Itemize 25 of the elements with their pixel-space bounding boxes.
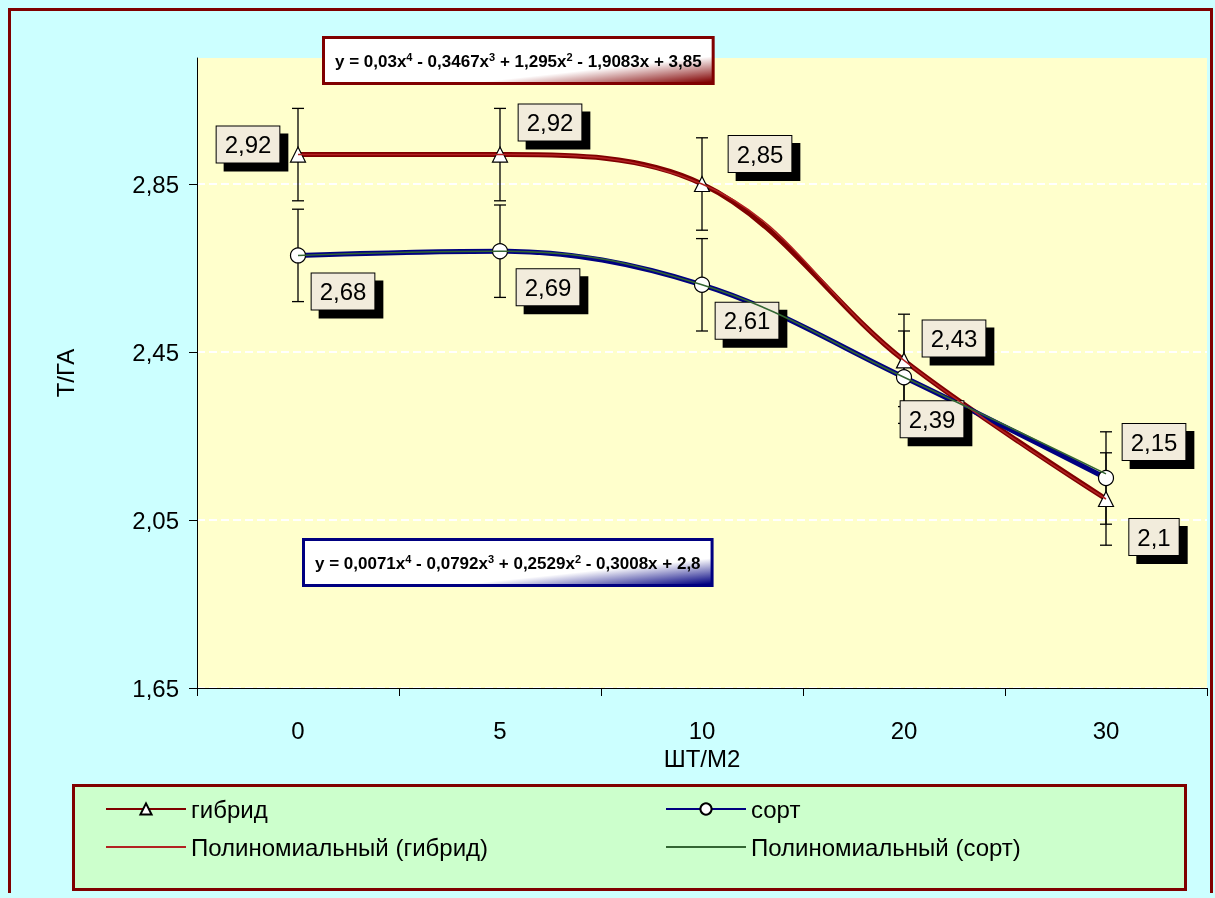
y-tick-label: 2,45 <box>132 338 179 366</box>
data-label: 2,92 <box>526 109 574 137</box>
x-tick-label: 10 <box>688 716 716 744</box>
y-tick-label: 1,65 <box>132 674 179 702</box>
y-axis-title: Т/ГА <box>51 348 79 398</box>
legend-label: гибрид <box>191 795 268 823</box>
x-tick-label: 0 <box>291 716 305 744</box>
x-axis-title: ШТ/М2 <box>663 745 741 773</box>
x-tick-label: 5 <box>493 716 507 744</box>
legend-label: Полиномиальный (гибрид) <box>191 833 489 861</box>
x-tick-label: 20 <box>890 716 918 744</box>
legend-label: сорт <box>751 795 801 823</box>
data-label: 2,85 <box>736 140 784 168</box>
data-label: 2,61 <box>723 307 771 335</box>
y-tick-label: 2,85 <box>132 170 179 198</box>
x-tick-label: 30 <box>1092 716 1120 744</box>
data-label: 2,92 <box>224 131 272 159</box>
legend-label: Полиномиальный (сорт) <box>751 833 1021 861</box>
data-label: 2,39 <box>908 405 956 433</box>
data-label: 2,15 <box>1130 428 1178 456</box>
data-label: 2,1 <box>1137 523 1171 551</box>
y-tick-label: 2,05 <box>132 506 179 534</box>
data-label: 2,69 <box>524 273 572 301</box>
data-label: 2,68 <box>319 277 367 305</box>
data-label: 2,43 <box>930 324 978 352</box>
